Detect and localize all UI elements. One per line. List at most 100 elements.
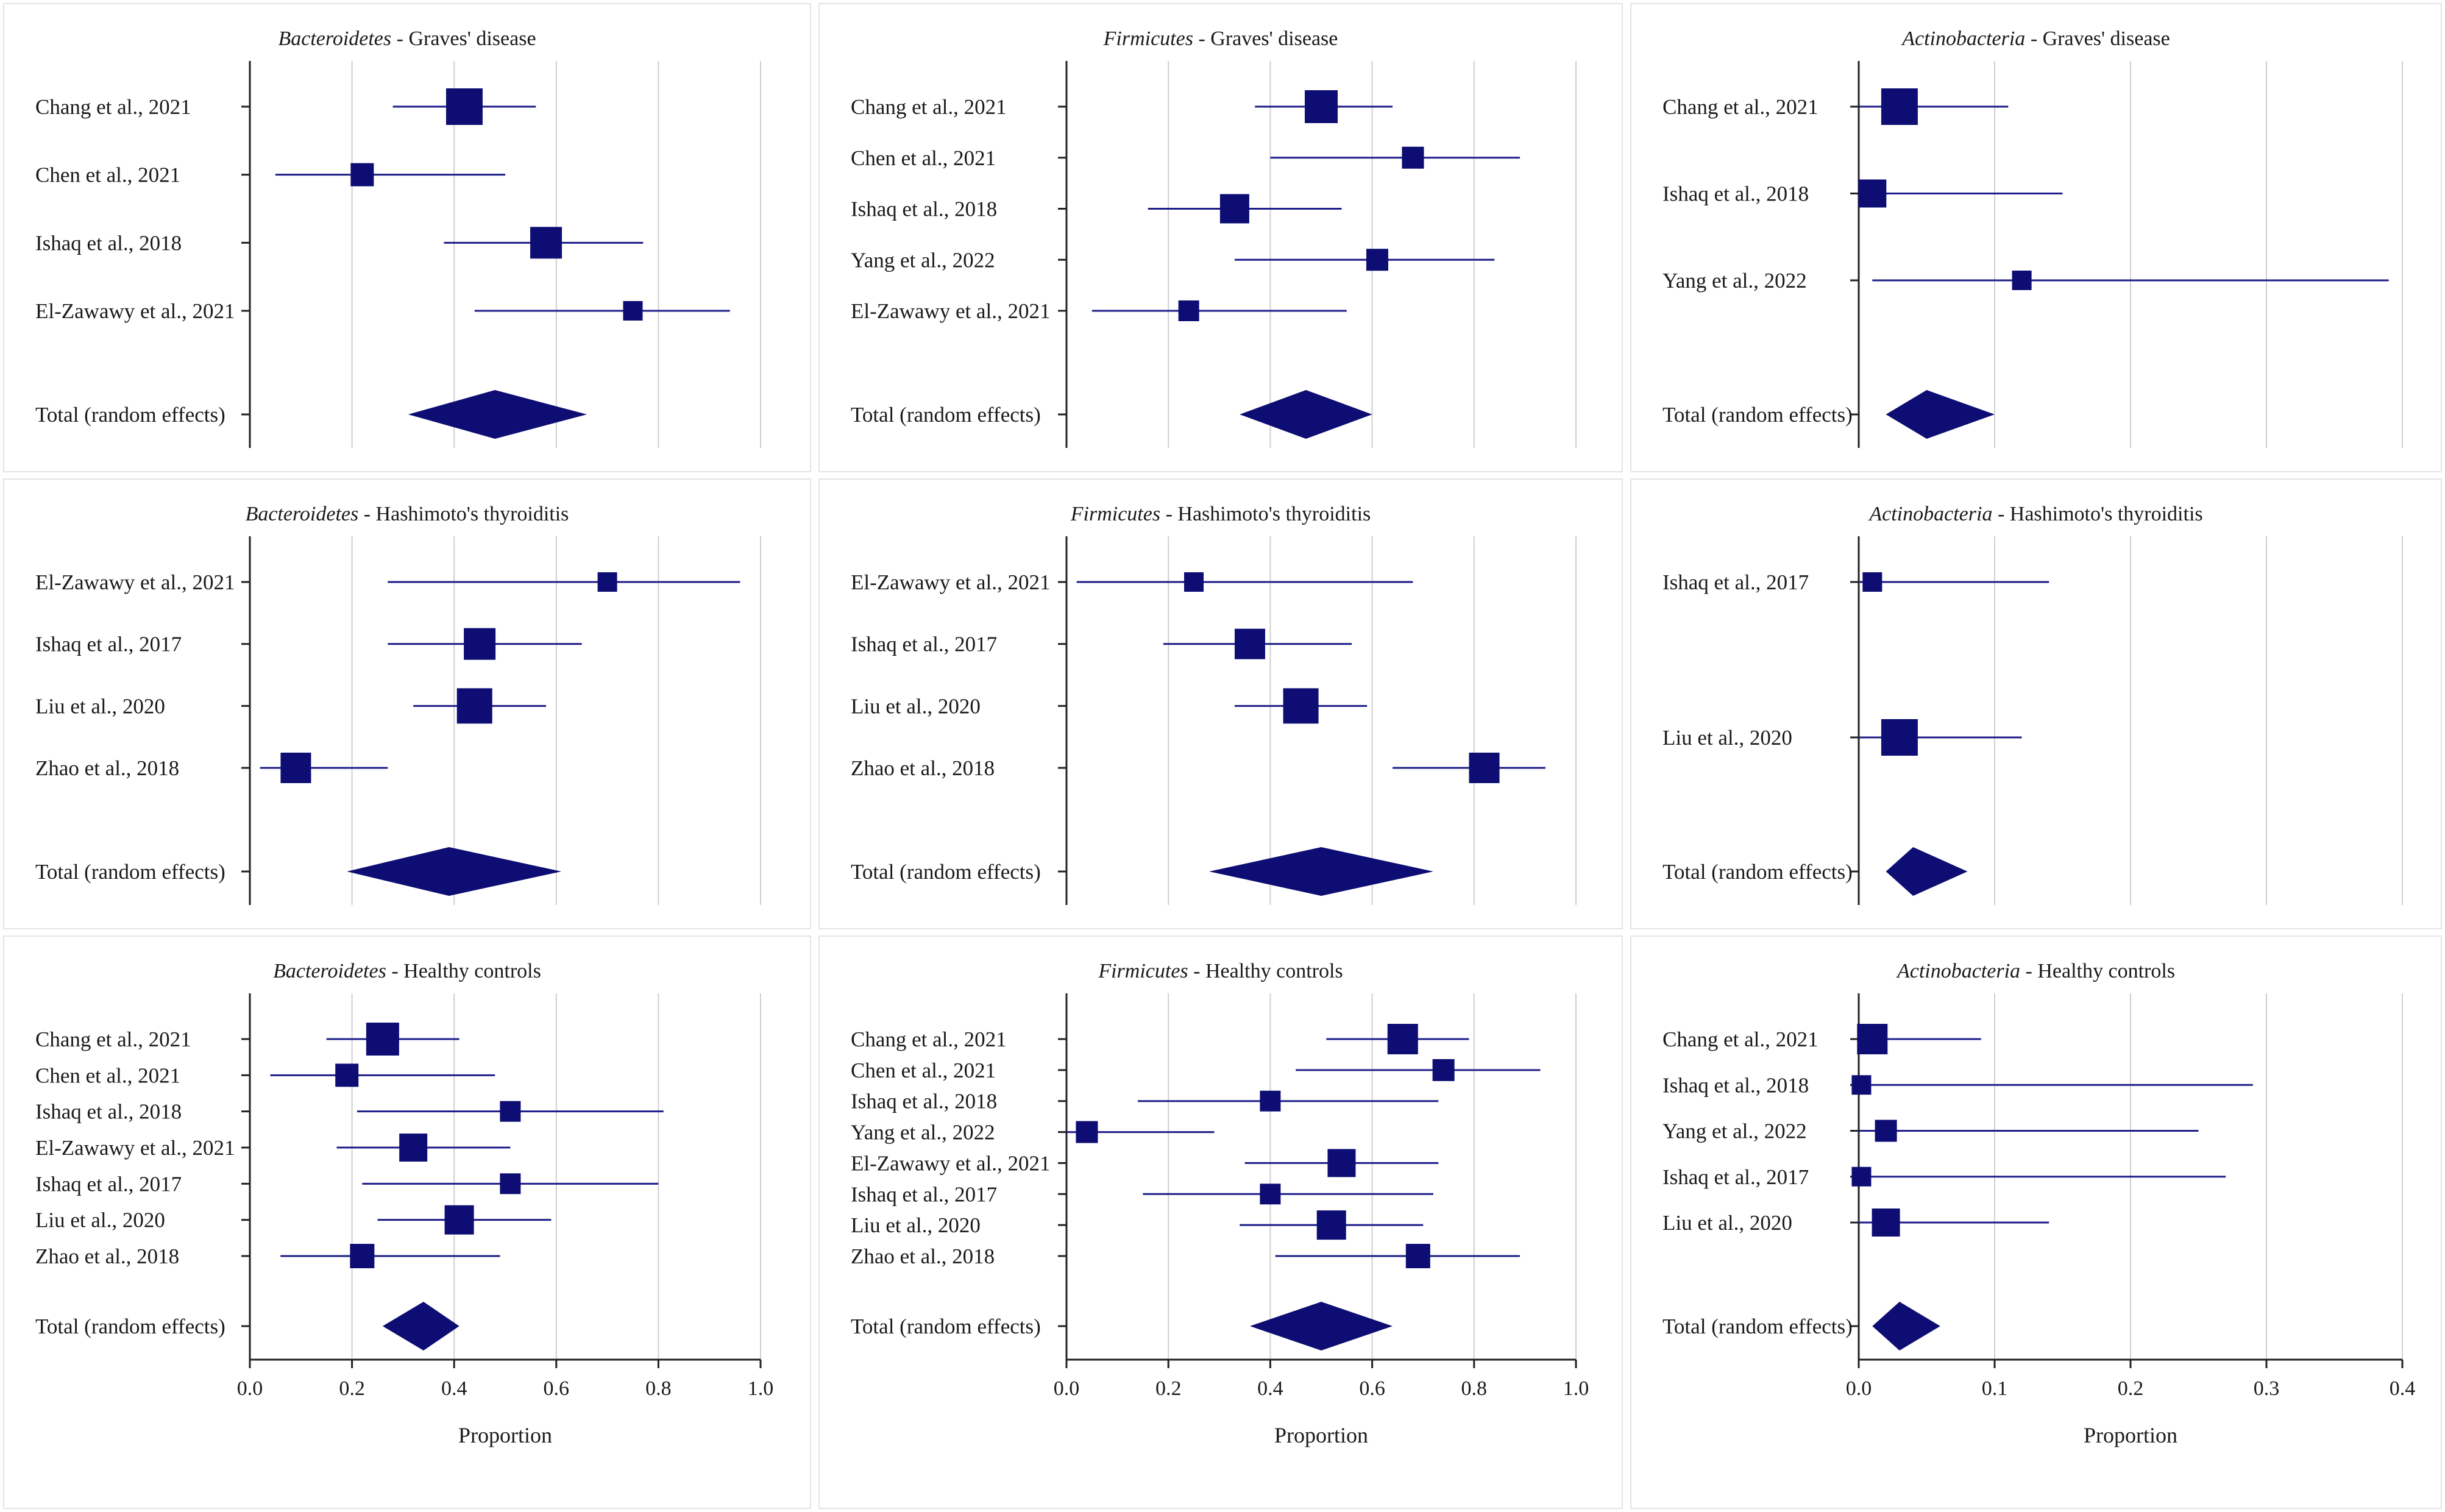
plot-title-taxon: Actinobacteria [1901,27,2025,50]
study-label: Chen et al., 2021 [851,146,996,170]
point-estimate [1432,1059,1455,1081]
panel-9: Actinobacteria - Healthy controls Chang e… [1630,935,2442,1509]
study-label: Yang et al., 2022 [851,1121,995,1145]
study-label: Yang et al., 2022 [1663,269,1807,293]
panel-6: Actinobacteria - Hashimoto's thyroiditis… [1630,478,2442,929]
x-axis-title: Proportion [458,1423,552,1447]
point-estimate [530,227,562,259]
study-label: Liu et al., 2020 [35,694,165,718]
point-estimate [1402,146,1424,169]
plot-title-taxon: Actinobacteria [1896,960,2020,982]
plot-title: Actinobacteria - Healthy controls [1896,960,2175,982]
total-label: Total (random effects) [1663,403,1853,427]
point-estimate [280,753,311,783]
pooled-diamond [1209,847,1433,896]
x-tick-label: 0.8 [645,1377,672,1400]
study-label: El-Zawawy et al., 2021 [35,1136,235,1160]
point-estimate [1178,300,1199,321]
point-estimate [399,1134,428,1162]
study-label: Liu et al., 2020 [851,1213,981,1237]
point-estimate [1881,719,1918,756]
study-label: Ishaq et al., 2018 [851,197,997,221]
point-estimate [1076,1121,1098,1143]
study-label: Zhao et al., 2018 [851,1244,995,1268]
plot-title-group: - Graves' disease [2025,27,2170,50]
panel-7: Bacteroidetes - Healthy controls Chang et… [3,935,811,1509]
study-label: Ishaq et al., 2017 [1663,570,1809,594]
point-estimate [1872,1209,1900,1237]
x-axis-title: Proportion [1274,1423,1368,1447]
point-estimate [350,163,374,186]
plot-title: Bacteroidetes - Hashimoto's thyroiditis [246,503,569,525]
plot-title: Firmicutes - Hashimoto's thyroiditis [1070,503,1371,525]
study-label: Chen et al., 2021 [851,1059,996,1082]
panel-border [818,3,1623,472]
x-tick-label: 1.0 [748,1377,774,1400]
study-label: Ishaq et al., 2018 [35,1100,182,1124]
point-estimate [1184,572,1204,592]
panel-border [1630,935,2442,1509]
study-label: Ishaq et al., 2018 [35,231,182,255]
point-estimate [335,1063,359,1087]
pooled-diamond [408,390,587,439]
pooled-diamond [1886,847,1968,896]
study-label: El-Zawawy et al., 2021 [851,570,1051,594]
x-tick-label: 1.0 [1563,1377,1589,1400]
point-estimate [1305,90,1338,123]
study-label: Zhao et al., 2018 [35,756,179,780]
x-tick-label: 0.2 [339,1377,365,1400]
plot-title-taxon: Bacteroidetes [246,503,359,525]
point-estimate [456,688,492,724]
point-estimate [445,88,483,125]
study-label: Ishaq et al., 2018 [1663,1073,1809,1097]
panel-border [3,3,811,472]
pooled-diamond [1872,1302,1940,1351]
point-estimate [1858,179,1887,208]
point-estimate [1881,88,1918,125]
study-label: El-Zawawy et al., 2021 [851,1151,1051,1175]
pooled-diamond [1886,390,1995,439]
plot-title-taxon: Firmicutes [1098,960,1188,982]
study-label: El-Zawawy et al., 2021 [35,570,235,594]
study-label: El-Zawawy et al., 2021 [851,299,1051,323]
plot-title-group: - Hashimoto's thyroiditis [1992,503,2202,525]
point-estimate [1260,1184,1281,1205]
point-estimate [444,1205,474,1235]
plot-title: Firmicutes - Graves' disease [1103,27,1338,50]
plot-title-group: - Healthy controls [1188,960,1343,982]
pooled-diamond [1249,1302,1393,1351]
panel-2: Firmicutes - Graves' disease Chang et al.… [818,3,1623,472]
study-label: Yang et al., 2022 [1663,1120,1807,1143]
total-label: Total (random effects) [1663,1315,1853,1338]
study-label: Liu et al., 2020 [1663,726,1792,750]
point-estimate [1387,1024,1418,1054]
x-tick-label: 0.4 [441,1377,467,1400]
point-estimate [500,1101,521,1122]
plot-title-group: - Healthy controls [2020,960,2175,982]
plot-title-taxon: Firmicutes [1070,503,1160,525]
total-label: Total (random effects) [851,860,1041,884]
study-label: Chen et al., 2021 [35,1063,180,1087]
pooled-diamond [382,1302,460,1351]
x-tick-label: 0.4 [1257,1377,1283,1400]
study-label: Chen et al., 2021 [35,163,180,187]
x-tick-label: 0.2 [2118,1377,2144,1400]
panel-5: Firmicutes - Hashimoto's thyroiditis El-Z… [818,478,1623,929]
study-label: Zhao et al., 2018 [35,1244,179,1268]
study-label: Ishaq et al., 2018 [851,1090,997,1113]
plot-title-taxon: Actinobacteria [1868,503,1992,525]
point-estimate [366,1023,399,1056]
point-estimate [597,572,617,592]
plot-title: Actinobacteria - Graves' disease [1901,27,2170,50]
point-estimate [1469,753,1500,783]
x-tick-label: 0.0 [1054,1377,1080,1400]
study-label: Ishaq et al., 2018 [1663,182,1809,206]
point-estimate [1234,628,1265,659]
point-estimate [1219,194,1249,224]
total-label: Total (random effects) [851,403,1041,427]
panel-border [818,478,1623,929]
panel-3: Actinobacteria - Graves' disease Chang et… [1630,3,2442,472]
x-tick-label: 0.2 [1155,1377,1182,1400]
point-estimate [2012,271,2032,290]
